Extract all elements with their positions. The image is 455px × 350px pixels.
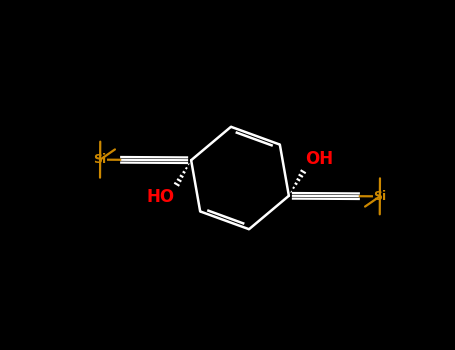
Text: HO: HO: [147, 188, 175, 206]
Text: Si: Si: [373, 190, 386, 203]
Text: Si: Si: [94, 153, 107, 166]
Text: OH: OH: [305, 150, 333, 168]
